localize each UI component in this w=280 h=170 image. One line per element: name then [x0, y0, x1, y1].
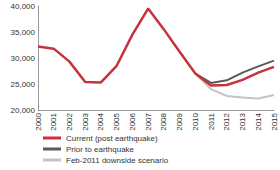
svg-text:2005: 2005: [112, 112, 121, 130]
svg-text:Feb-2011 downside scenario: Feb-2011 downside scenario: [66, 156, 169, 165]
svg-text:2015: 2015: [270, 112, 279, 130]
svg-text:30,000: 30,000: [11, 54, 36, 63]
svg-text:2014: 2014: [254, 112, 263, 130]
svg-text:2002: 2002: [65, 112, 74, 130]
svg-text:2008: 2008: [159, 112, 168, 130]
svg-text:2007: 2007: [144, 112, 153, 130]
svg-text:35,000: 35,000: [11, 28, 36, 37]
svg-text:2006: 2006: [128, 112, 137, 130]
svg-text:40,000: 40,000: [11, 2, 36, 11]
svg-text:2012: 2012: [222, 112, 231, 130]
svg-text:2000: 2000: [34, 112, 43, 130]
svg-text:2013: 2013: [238, 112, 247, 130]
svg-text:Current (post earthquake): Current (post earthquake): [66, 134, 158, 143]
svg-text:2004: 2004: [96, 112, 105, 130]
svg-text:2003: 2003: [81, 112, 90, 130]
svg-text:20,000: 20,000: [11, 106, 36, 115]
svg-text:2010: 2010: [191, 112, 200, 130]
svg-text:Prior to earthquake: Prior to earthquake: [66, 145, 135, 154]
svg-text:2011: 2011: [207, 112, 216, 130]
svg-text:25,000: 25,000: [11, 80, 36, 89]
svg-text:2001: 2001: [49, 112, 58, 130]
svg-text:2009: 2009: [175, 112, 184, 130]
